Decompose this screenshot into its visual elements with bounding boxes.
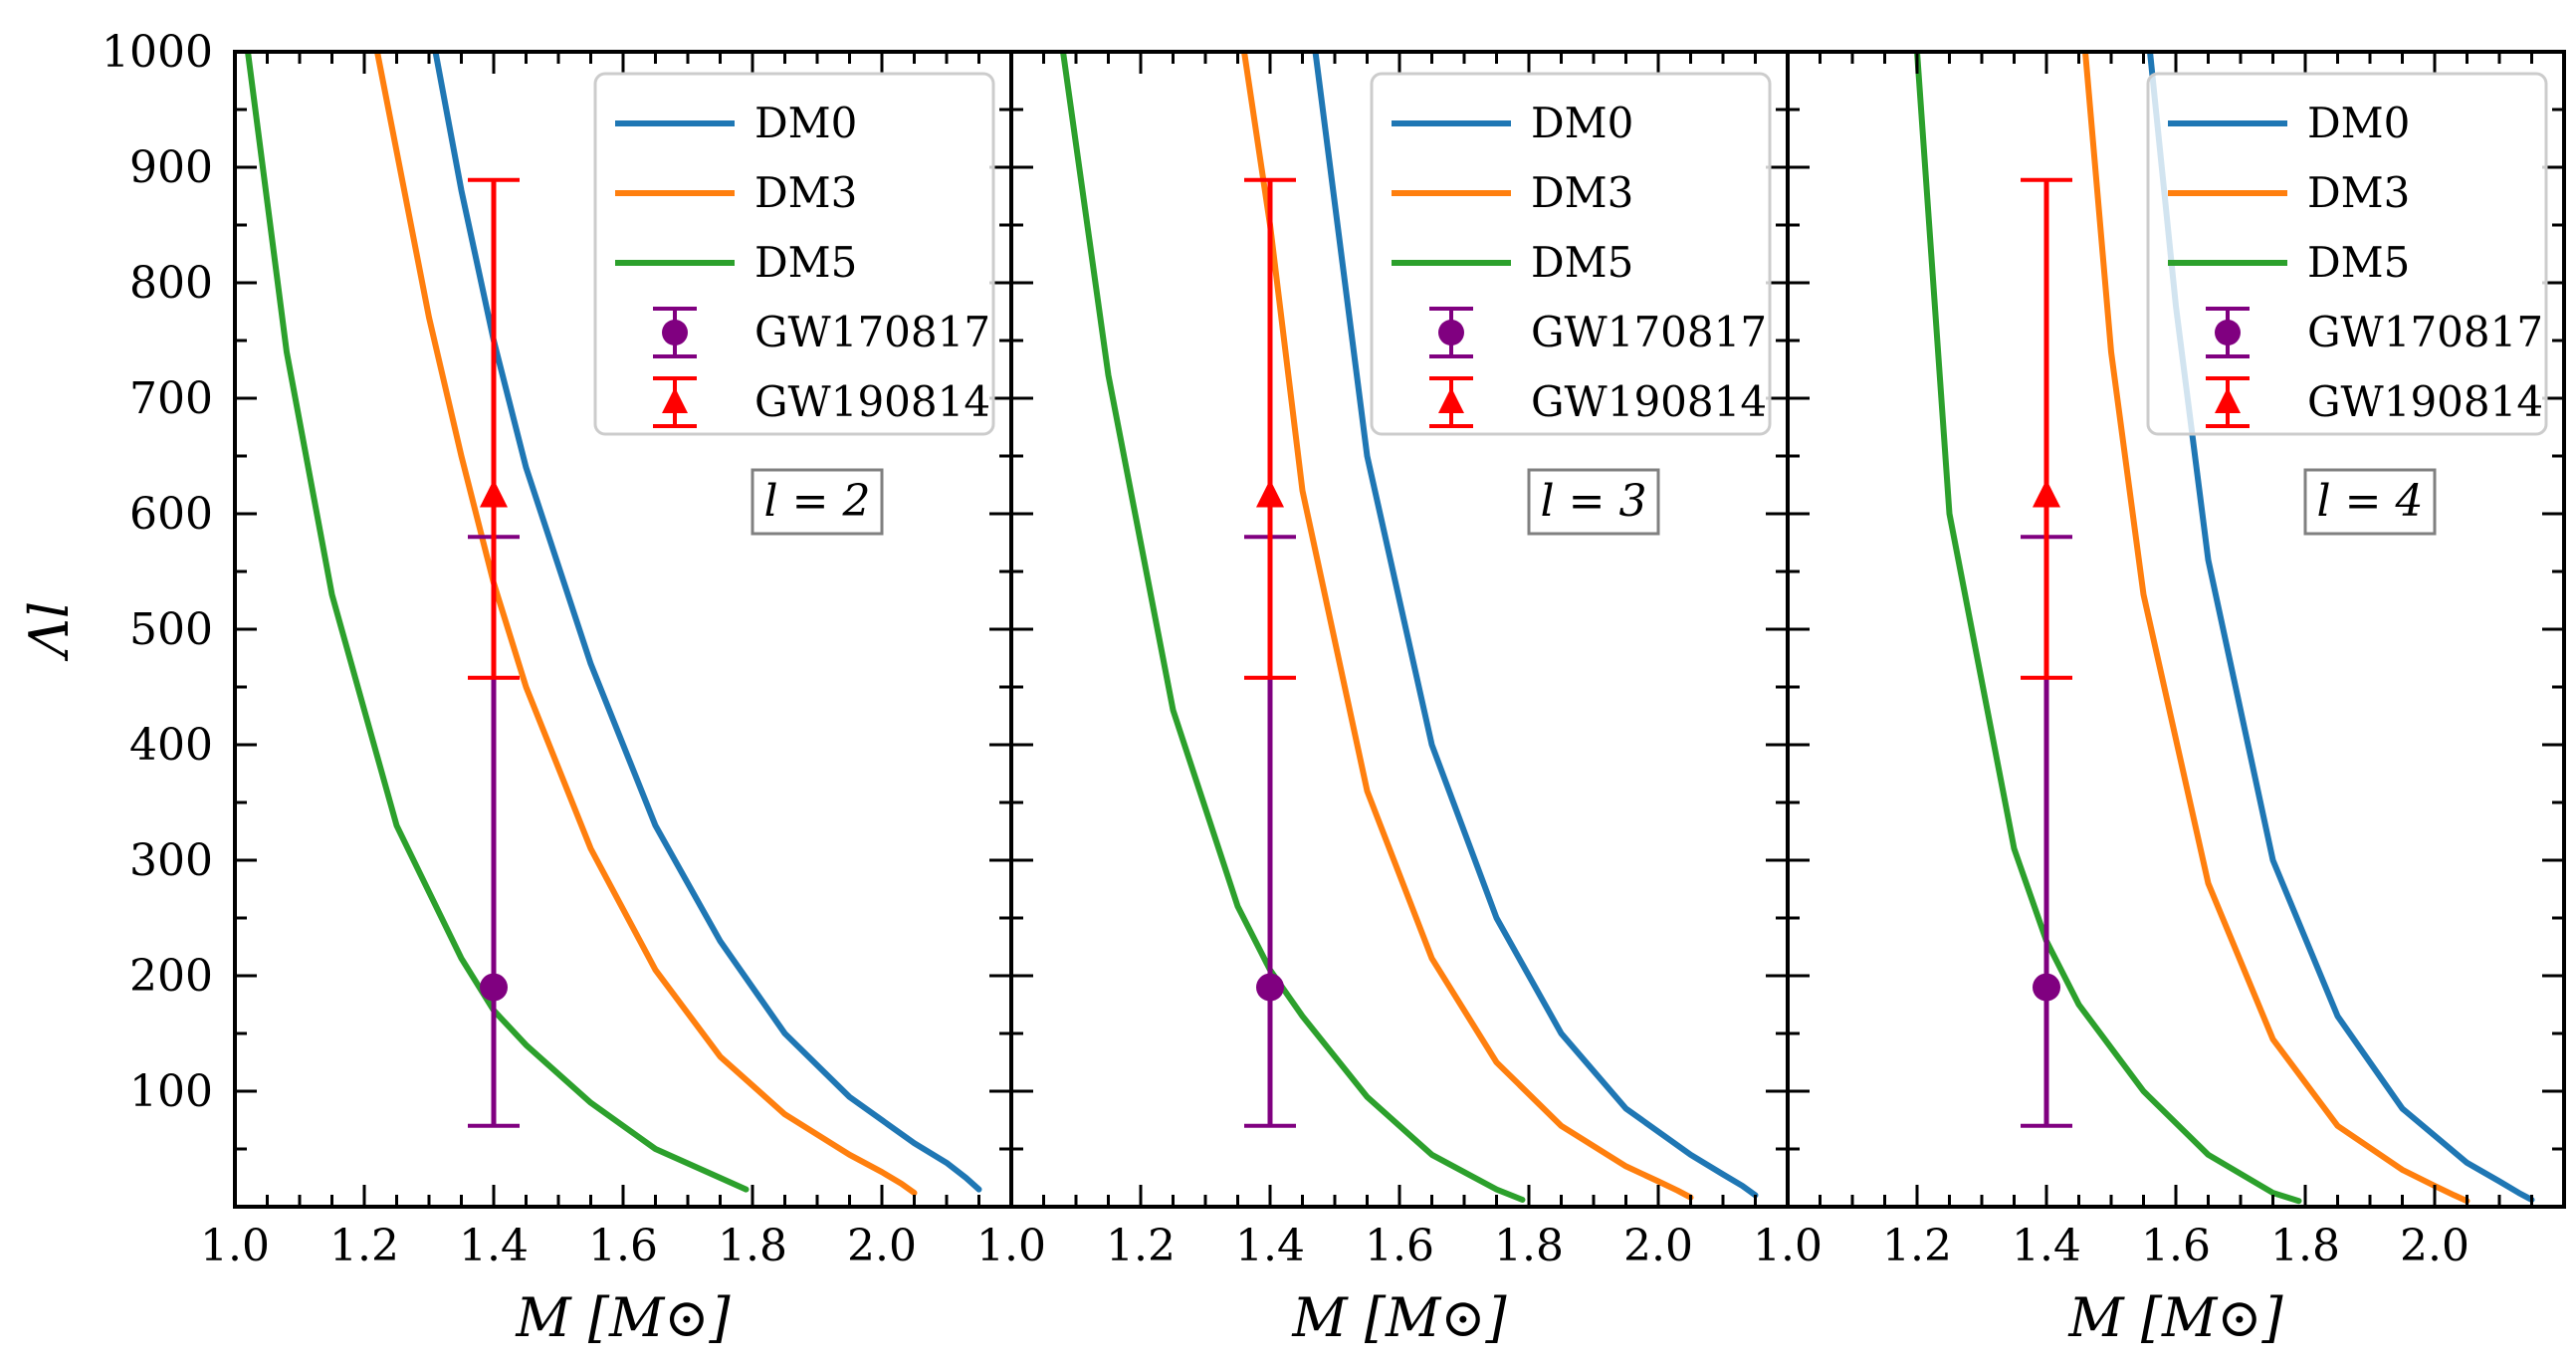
x-tick-label: 2.0	[847, 1221, 917, 1271]
legend-marker-triangle	[1438, 387, 1464, 413]
x-tick-label: 1.2	[1882, 1221, 1952, 1271]
x-tick-label: 2.0	[1623, 1221, 1693, 1271]
legend-label-dm5: DM5	[754, 238, 857, 287]
y-tick-label: 600	[129, 489, 213, 540]
x-tick-label: 1.2	[1106, 1221, 1176, 1271]
curve-dm5-panel-2	[1060, 52, 1526, 1203]
x-tick-label: 1.2	[329, 1221, 399, 1271]
y-tick-label: 900	[129, 142, 213, 193]
legend-label-dm0: DM0	[1531, 99, 1633, 147]
x-tick-label: 1.6	[1365, 1221, 1434, 1271]
x-tick-label: 1.0	[1753, 1221, 1823, 1271]
data-point-circle	[1256, 973, 1284, 1002]
errorbar-gw190814-panel-3	[2021, 177, 2072, 680]
x-tick-label: 1.4	[459, 1221, 529, 1271]
legend-marker-circle	[662, 320, 688, 345]
legend-label-dm0: DM0	[2307, 99, 2410, 147]
panel-2: 1.0 1.2 1.4 1.6 1.8 2.0 M [M⊙] DM0 DM3 DM5 GW17081…	[976, 50, 1790, 1349]
legend-marker-circle	[1438, 320, 1464, 345]
legend-label-dm3: DM3	[2307, 168, 2410, 217]
panel-label-box	[1527, 468, 1660, 536]
x-tick-label: 1.8	[1494, 1221, 1564, 1271]
legend-label-gw170817: GW170817	[754, 308, 990, 356]
y-tick-label: 700	[129, 373, 213, 424]
legend-label-gw190814: GW190814	[2307, 377, 2543, 426]
x-tick-label: 1.0	[976, 1221, 1046, 1271]
legend-marker-triangle	[2215, 387, 2241, 413]
y-tick-label: 300	[129, 835, 213, 886]
x-tick-label: 1.0	[200, 1221, 270, 1271]
x-axis-label: M [M⊙]	[515, 1286, 731, 1349]
legend-label-dm3: DM3	[754, 168, 857, 217]
curve-dm5-panel-3	[1914, 52, 2302, 1205]
data-point-circle	[2033, 973, 2060, 1002]
panel-label: l = 4	[2317, 476, 2424, 527]
legend-box	[1370, 72, 1772, 436]
legend: DM0 DM3 DM5 GW170817 GW190814	[593, 72, 995, 436]
x-axis-label: M [M⊙]	[1291, 1286, 1507, 1349]
panel-label-box	[751, 468, 884, 536]
x-tick-label: 1.4	[1235, 1221, 1305, 1271]
legend-label-dm3: DM3	[1531, 168, 1633, 217]
legend-label-dm0: DM0	[754, 99, 857, 147]
legend-label-dm5: DM5	[1531, 238, 1633, 287]
x-tick-label: 2.0	[2400, 1221, 2469, 1271]
data-point-triangle	[480, 479, 508, 508]
curve-dm0-panel-2	[1312, 52, 1759, 1199]
x-axis-label: M [M⊙]	[2067, 1286, 2283, 1349]
y-tick-label: 1000	[102, 27, 213, 78]
y-tick-label: 500	[129, 604, 213, 655]
curve-dm3-panel-1	[374, 52, 918, 1197]
y-tick-label: 800	[129, 258, 213, 309]
legend-label-gw170817: GW170817	[2307, 308, 2543, 356]
legend: DM0 DM3 DM5 GW170817 GW190814	[1370, 72, 1772, 436]
data-point-circle	[480, 973, 508, 1002]
data-point-triangle	[1256, 479, 1284, 508]
errorbar-gw190814-panel-1	[468, 177, 520, 680]
legend-label-gw190814: GW190814	[1531, 377, 1767, 426]
y-tick-label: 100	[129, 1066, 213, 1117]
legend-box	[593, 72, 995, 436]
curve-dm3-panel-3	[2082, 52, 2470, 1205]
panel-3: 1.0 1.2 1.4 1.6 1.8 2.0 M [M⊙] DM0 DM3 DM5 GW17081…	[1753, 50, 2566, 1349]
panel-label: l = 3	[1541, 476, 1647, 527]
x-tick-label: 1.8	[718, 1221, 787, 1271]
legend-label-dm5: DM5	[2307, 238, 2410, 287]
panel-label-box	[2303, 468, 2437, 536]
y-tick-label: 200	[129, 951, 213, 1002]
legend-box	[2146, 72, 2548, 436]
y-tick-label: 400	[129, 720, 213, 771]
x-tick-label: 1.8	[2270, 1221, 2340, 1271]
panel-label: l = 2	[764, 476, 871, 527]
legend-label-gw190814: GW190814	[754, 377, 990, 426]
legend-label-gw170817: GW170817	[1531, 308, 1767, 356]
x-tick-label: 1.6	[2141, 1221, 2211, 1271]
data-point-triangle	[2033, 479, 2060, 508]
x-tick-label: 1.6	[588, 1221, 658, 1271]
y-axis-label: Λl	[18, 601, 81, 662]
x-tick-label: 1.4	[2012, 1221, 2081, 1271]
curve-dm3-panel-2	[1241, 52, 1694, 1201]
errorbar-gw190814-panel-2	[1244, 177, 1296, 680]
legend: DM0 DM3 DM5 GW170817 GW190814	[2146, 72, 2548, 436]
legend-marker-triangle	[662, 387, 688, 413]
panel-1: 1.0 1.2 1.4 1.6 1.8 2.0 M [M⊙] DM0 DM3 DM5 GW17081…	[200, 50, 1013, 1349]
legend-marker-circle	[2215, 320, 2241, 345]
